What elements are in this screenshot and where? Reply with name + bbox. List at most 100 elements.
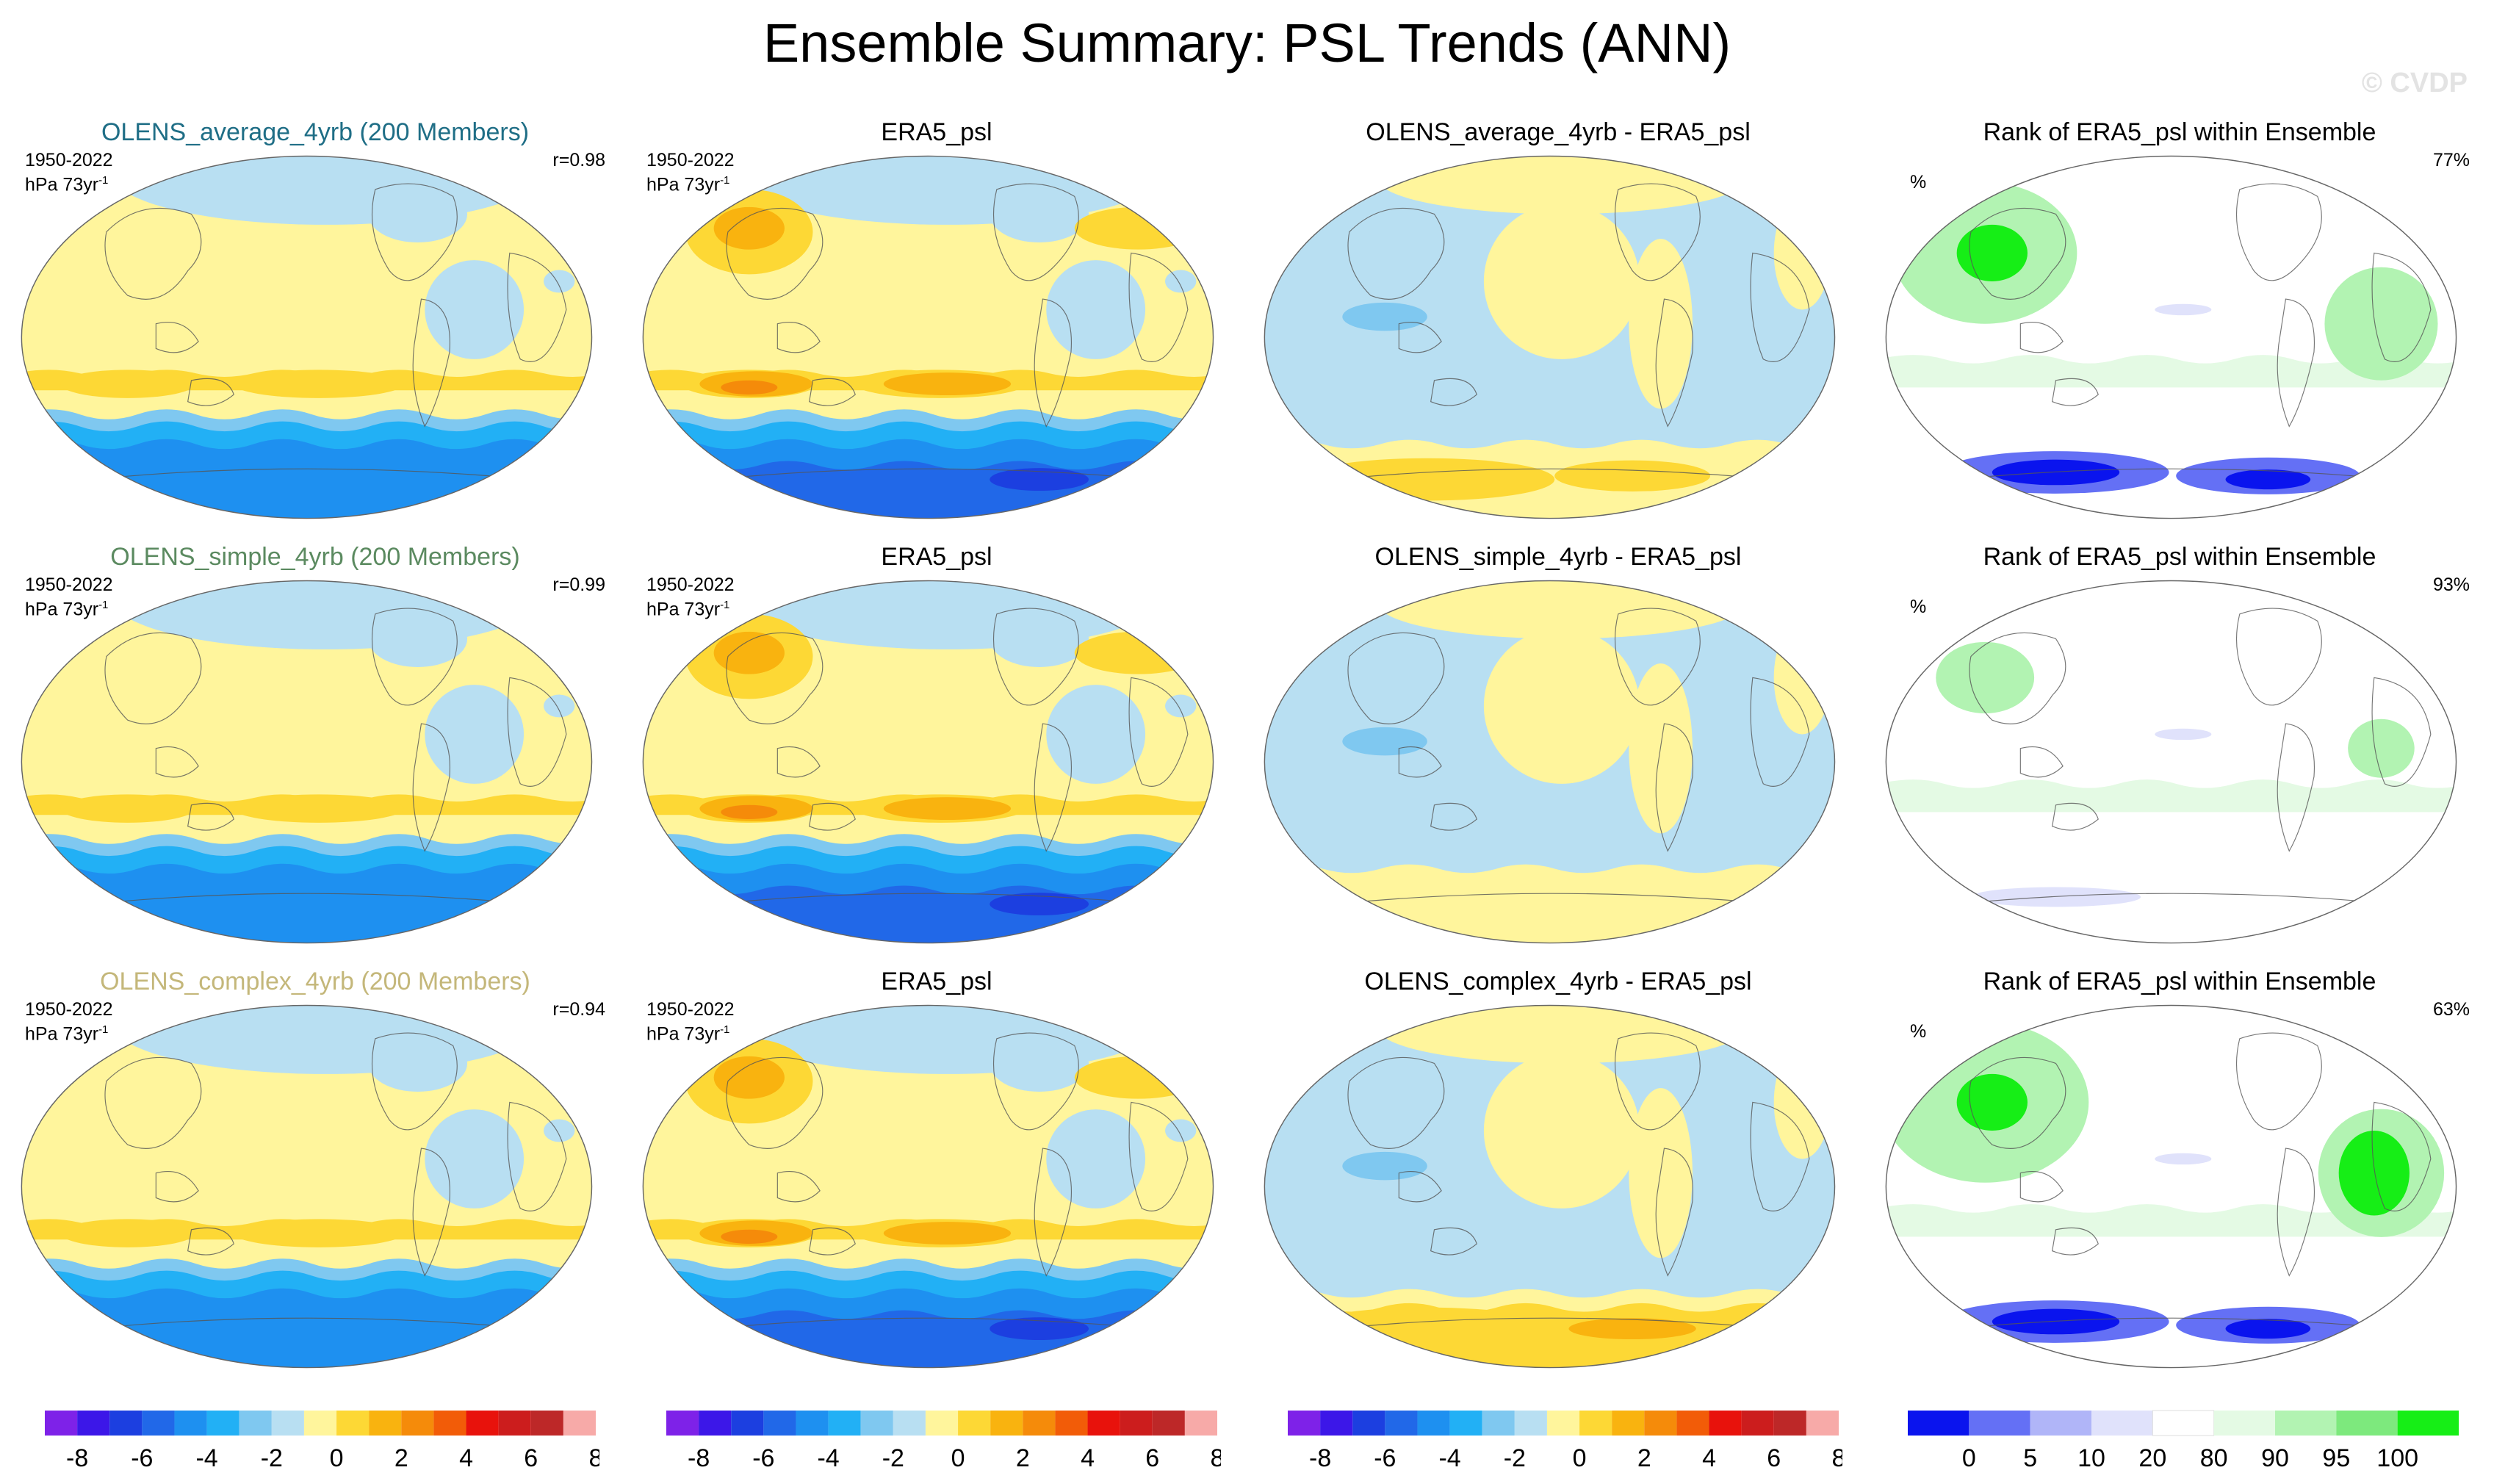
continent-asia — [1969, 207, 2066, 300]
panel-metadata: 1950-2022 hPa 73yr-1 — [25, 574, 113, 619]
continent-africa — [1750, 252, 1810, 362]
colorbar-3: -8 -6 -4 -2 0 2 4 6 8 — [1288, 1411, 1842, 1472]
pattern-correlation: r=0.99 — [552, 574, 605, 595]
continent-africa — [2371, 1101, 2432, 1211]
colorbar-box-17 — [1806, 1411, 1839, 1436]
continent-antarctica — [1335, 1317, 1774, 1330]
southern-ocean-lowest-rank-core — [1992, 459, 2120, 486]
colorbar-tick-5: 0 — [951, 1444, 965, 1472]
continent-north-america — [1614, 1032, 1701, 1131]
map-field — [21, 580, 592, 943]
panel-row2-col3: OLENS_simple_4yrb - ERA5_psl — [1253, 542, 1863, 954]
colorbar-tick-6: 2 — [1016, 1444, 1030, 1472]
southern-ocean-negative-inner — [21, 439, 592, 519]
pattern-correlation: r=0.94 — [552, 999, 605, 1020]
colorbar-box-5 — [796, 1411, 829, 1436]
colorbar-box-6 — [1449, 1411, 1482, 1436]
map-plot — [642, 1004, 1214, 1369]
period-label: 1950-2022 — [25, 574, 113, 595]
asia-strong-positive-core — [713, 206, 785, 250]
continent-north-america — [371, 1032, 458, 1131]
rank-percent-value: 93% — [2432, 574, 2470, 595]
period-label: 1950-2022 — [646, 574, 735, 595]
panel-title: OLENS_complex_4yrb (200 Members) — [100, 968, 530, 995]
colorbar-box-7 — [860, 1411, 893, 1436]
continent-maritime — [155, 1171, 199, 1203]
period-label: 1950-2022 — [25, 150, 113, 170]
panel-title: Rank of ERA5_psl within Ensemble — [1983, 968, 2376, 995]
continent-australia — [187, 802, 234, 831]
colorbar-box-16 — [530, 1411, 563, 1436]
panel-row1-col3: OLENS_average_4yrb - ERA5_psl — [1253, 118, 1863, 529]
panel-row1-col4: Rank of ERA5_psl within Ensemble% 77% — [1875, 118, 2484, 529]
colorbar-box-11 — [990, 1411, 1023, 1436]
colorbar-box-11 — [369, 1411, 402, 1436]
colorbar-box-8 — [271, 1411, 304, 1436]
colorbar-box-7 — [2275, 1411, 2337, 1436]
continent-australia — [1430, 378, 1477, 406]
north-atlantic-negative-region — [990, 610, 1089, 667]
colorbar-box-9 — [925, 1411, 959, 1436]
continent-south-america — [1655, 723, 1694, 852]
colorbar-tick-1: -8 — [66, 1444, 88, 1472]
continent-maritime — [2019, 746, 2064, 778]
colorbar-box-12 — [401, 1411, 434, 1436]
map-outline — [1264, 155, 1836, 519]
europe-positive-region — [1074, 1056, 1203, 1099]
antarctic-strong-positive-east — [1554, 460, 1711, 491]
units-label: hPa 73yr-1 — [25, 170, 113, 195]
continent-south-america — [1034, 723, 1073, 852]
colorbar-tick-5: 80 — [2200, 1444, 2228, 1472]
colorbar-tick-3: -4 — [1438, 1444, 1460, 1472]
panel-row3-col1: OLENS_complex_4yrb (200 Members) 1950-202… — [10, 967, 620, 1378]
continent-antarctica — [713, 893, 1153, 905]
colorbar-box-1 — [45, 1411, 78, 1436]
indian-ocean-negative-spot — [544, 1119, 575, 1142]
colorbar-box-2 — [1969, 1411, 2030, 1436]
south-atlantic-strong-core — [883, 797, 1012, 820]
units-label: hPa 73yr-1 — [646, 1020, 735, 1044]
continent-africa — [1128, 677, 1189, 787]
asia-strong-positive-core — [713, 1056, 785, 1099]
pattern-correlation: r=0.98 — [552, 150, 605, 170]
continent-north-america — [992, 1032, 1079, 1131]
panel-row3-col2: ERA5_psl 1950-2022 hPa 73yr-1 — [632, 967, 1241, 1378]
panel-metadata: 1950-2022 hPa 73yr-1 — [25, 999, 113, 1044]
units-exponent: -1 — [720, 1023, 730, 1036]
continent-australia — [187, 378, 234, 406]
colorbar-box-11 — [1612, 1411, 1645, 1436]
equatorial-low-rank-spot — [2155, 728, 2212, 741]
colorbar-tick-8: 6 — [1767, 1444, 1781, 1472]
colorbar-tick-3: -4 — [817, 1444, 839, 1472]
panel-title: ERA5_psl — [881, 543, 992, 571]
continent-australia — [809, 378, 856, 406]
continent-africa — [2371, 677, 2432, 787]
units-base: hPa 73yr — [646, 1023, 721, 1045]
continent-antarctica — [92, 468, 531, 480]
southern-ocean-lowest-rank-core — [1992, 1308, 2120, 1335]
colorbar-tick-7: 4 — [1081, 1444, 1095, 1472]
continent-africa — [2371, 252, 2432, 362]
southern-ocean-lowest-rank-east — [2225, 469, 2311, 490]
colorbar-tick-8: 100 — [2376, 1444, 2418, 1472]
continent-maritime — [155, 746, 199, 778]
west-pacific-negative-difference — [1342, 302, 1427, 331]
continent-australia — [2052, 802, 2099, 831]
south-atlantic-strong-core — [883, 1222, 1012, 1245]
continent-africa — [1128, 252, 1189, 362]
continent-antarctica — [1956, 468, 2396, 480]
southern-ocean-strong-negative — [643, 461, 1214, 519]
map-plot — [1264, 155, 1836, 519]
colorbar-tick-2: -6 — [752, 1444, 774, 1472]
colorbar-tick-4: -2 — [261, 1444, 283, 1472]
colorbar-box-4 — [763, 1411, 796, 1436]
map-plot — [642, 580, 1214, 944]
continent-australia — [1430, 1227, 1477, 1256]
continent-south-america — [2277, 1148, 2315, 1277]
map-field — [21, 156, 592, 519]
west-pacific-negative-difference — [1342, 727, 1427, 756]
continent-asia — [104, 632, 202, 724]
west-pacific-negative-difference — [1342, 1151, 1427, 1181]
panel-title: OLENS_average_4yrb - ERA5_psl — [1366, 118, 1751, 146]
continent-south-america — [412, 723, 451, 852]
